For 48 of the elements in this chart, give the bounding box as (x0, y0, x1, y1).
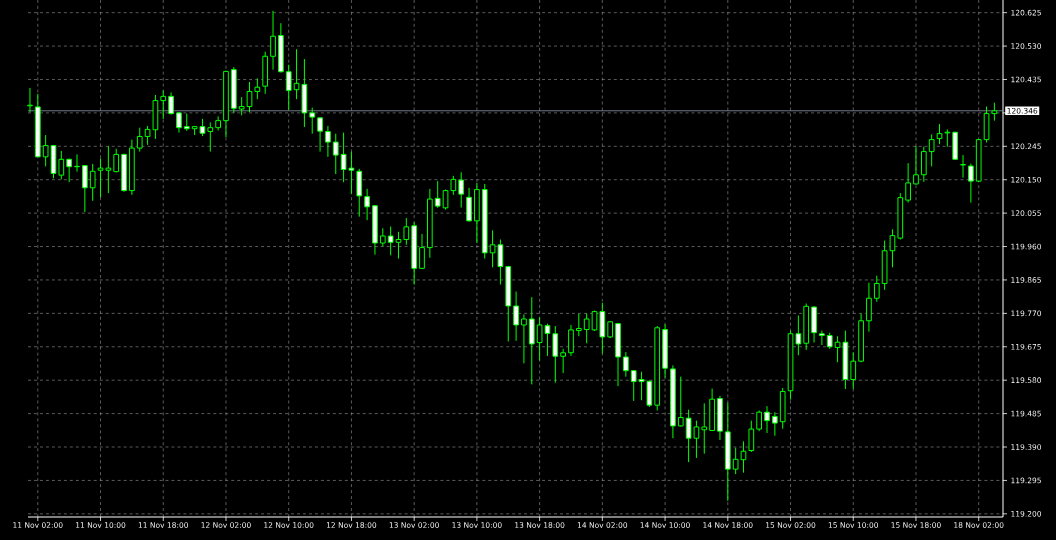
candlestick (630, 369, 637, 402)
candlestick (317, 116, 323, 153)
candlestick (819, 330, 825, 346)
candlestick (748, 420, 755, 453)
candlestick (364, 188, 370, 221)
candlestick (176, 111, 182, 134)
candlestick (866, 282, 872, 333)
candlestick (568, 324, 574, 357)
candlestick (960, 154, 966, 179)
candlestick (764, 405, 770, 434)
candlestick (160, 89, 167, 120)
candlestick (552, 325, 559, 384)
candlestick (270, 10, 276, 71)
candlestick (850, 351, 857, 390)
candlestick (920, 146, 927, 183)
candlestick (913, 145, 919, 186)
candlestick (771, 411, 778, 437)
candlestick (513, 291, 519, 342)
candlestick (928, 133, 935, 167)
candlestick (27, 87, 33, 113)
candlestick (873, 275, 880, 303)
candlestick (583, 312, 590, 344)
candlestick (905, 162, 911, 204)
candlestick (701, 402, 708, 455)
candlestick (81, 164, 88, 213)
candlestick (623, 351, 629, 378)
candlestick (756, 409, 763, 432)
candlestick (168, 91, 174, 116)
candlestick (58, 150, 65, 180)
candlestick (325, 125, 331, 158)
candlestick (677, 376, 684, 428)
candlestick (332, 133, 339, 175)
candlestick (419, 233, 425, 270)
candlestick (466, 187, 472, 223)
candlestick (434, 180, 441, 209)
candlestick (560, 348, 566, 374)
candlestick (207, 121, 214, 153)
candlestick (403, 217, 410, 246)
candlestick (89, 163, 96, 202)
candlestick (521, 313, 527, 364)
candlestick (238, 96, 245, 116)
candlestick (136, 127, 143, 153)
candlestick (285, 64, 292, 111)
candlestick (458, 171, 465, 208)
candlestick (309, 107, 316, 135)
candlestick (575, 313, 582, 337)
candlestick (968, 163, 974, 204)
candlestick (379, 227, 386, 248)
